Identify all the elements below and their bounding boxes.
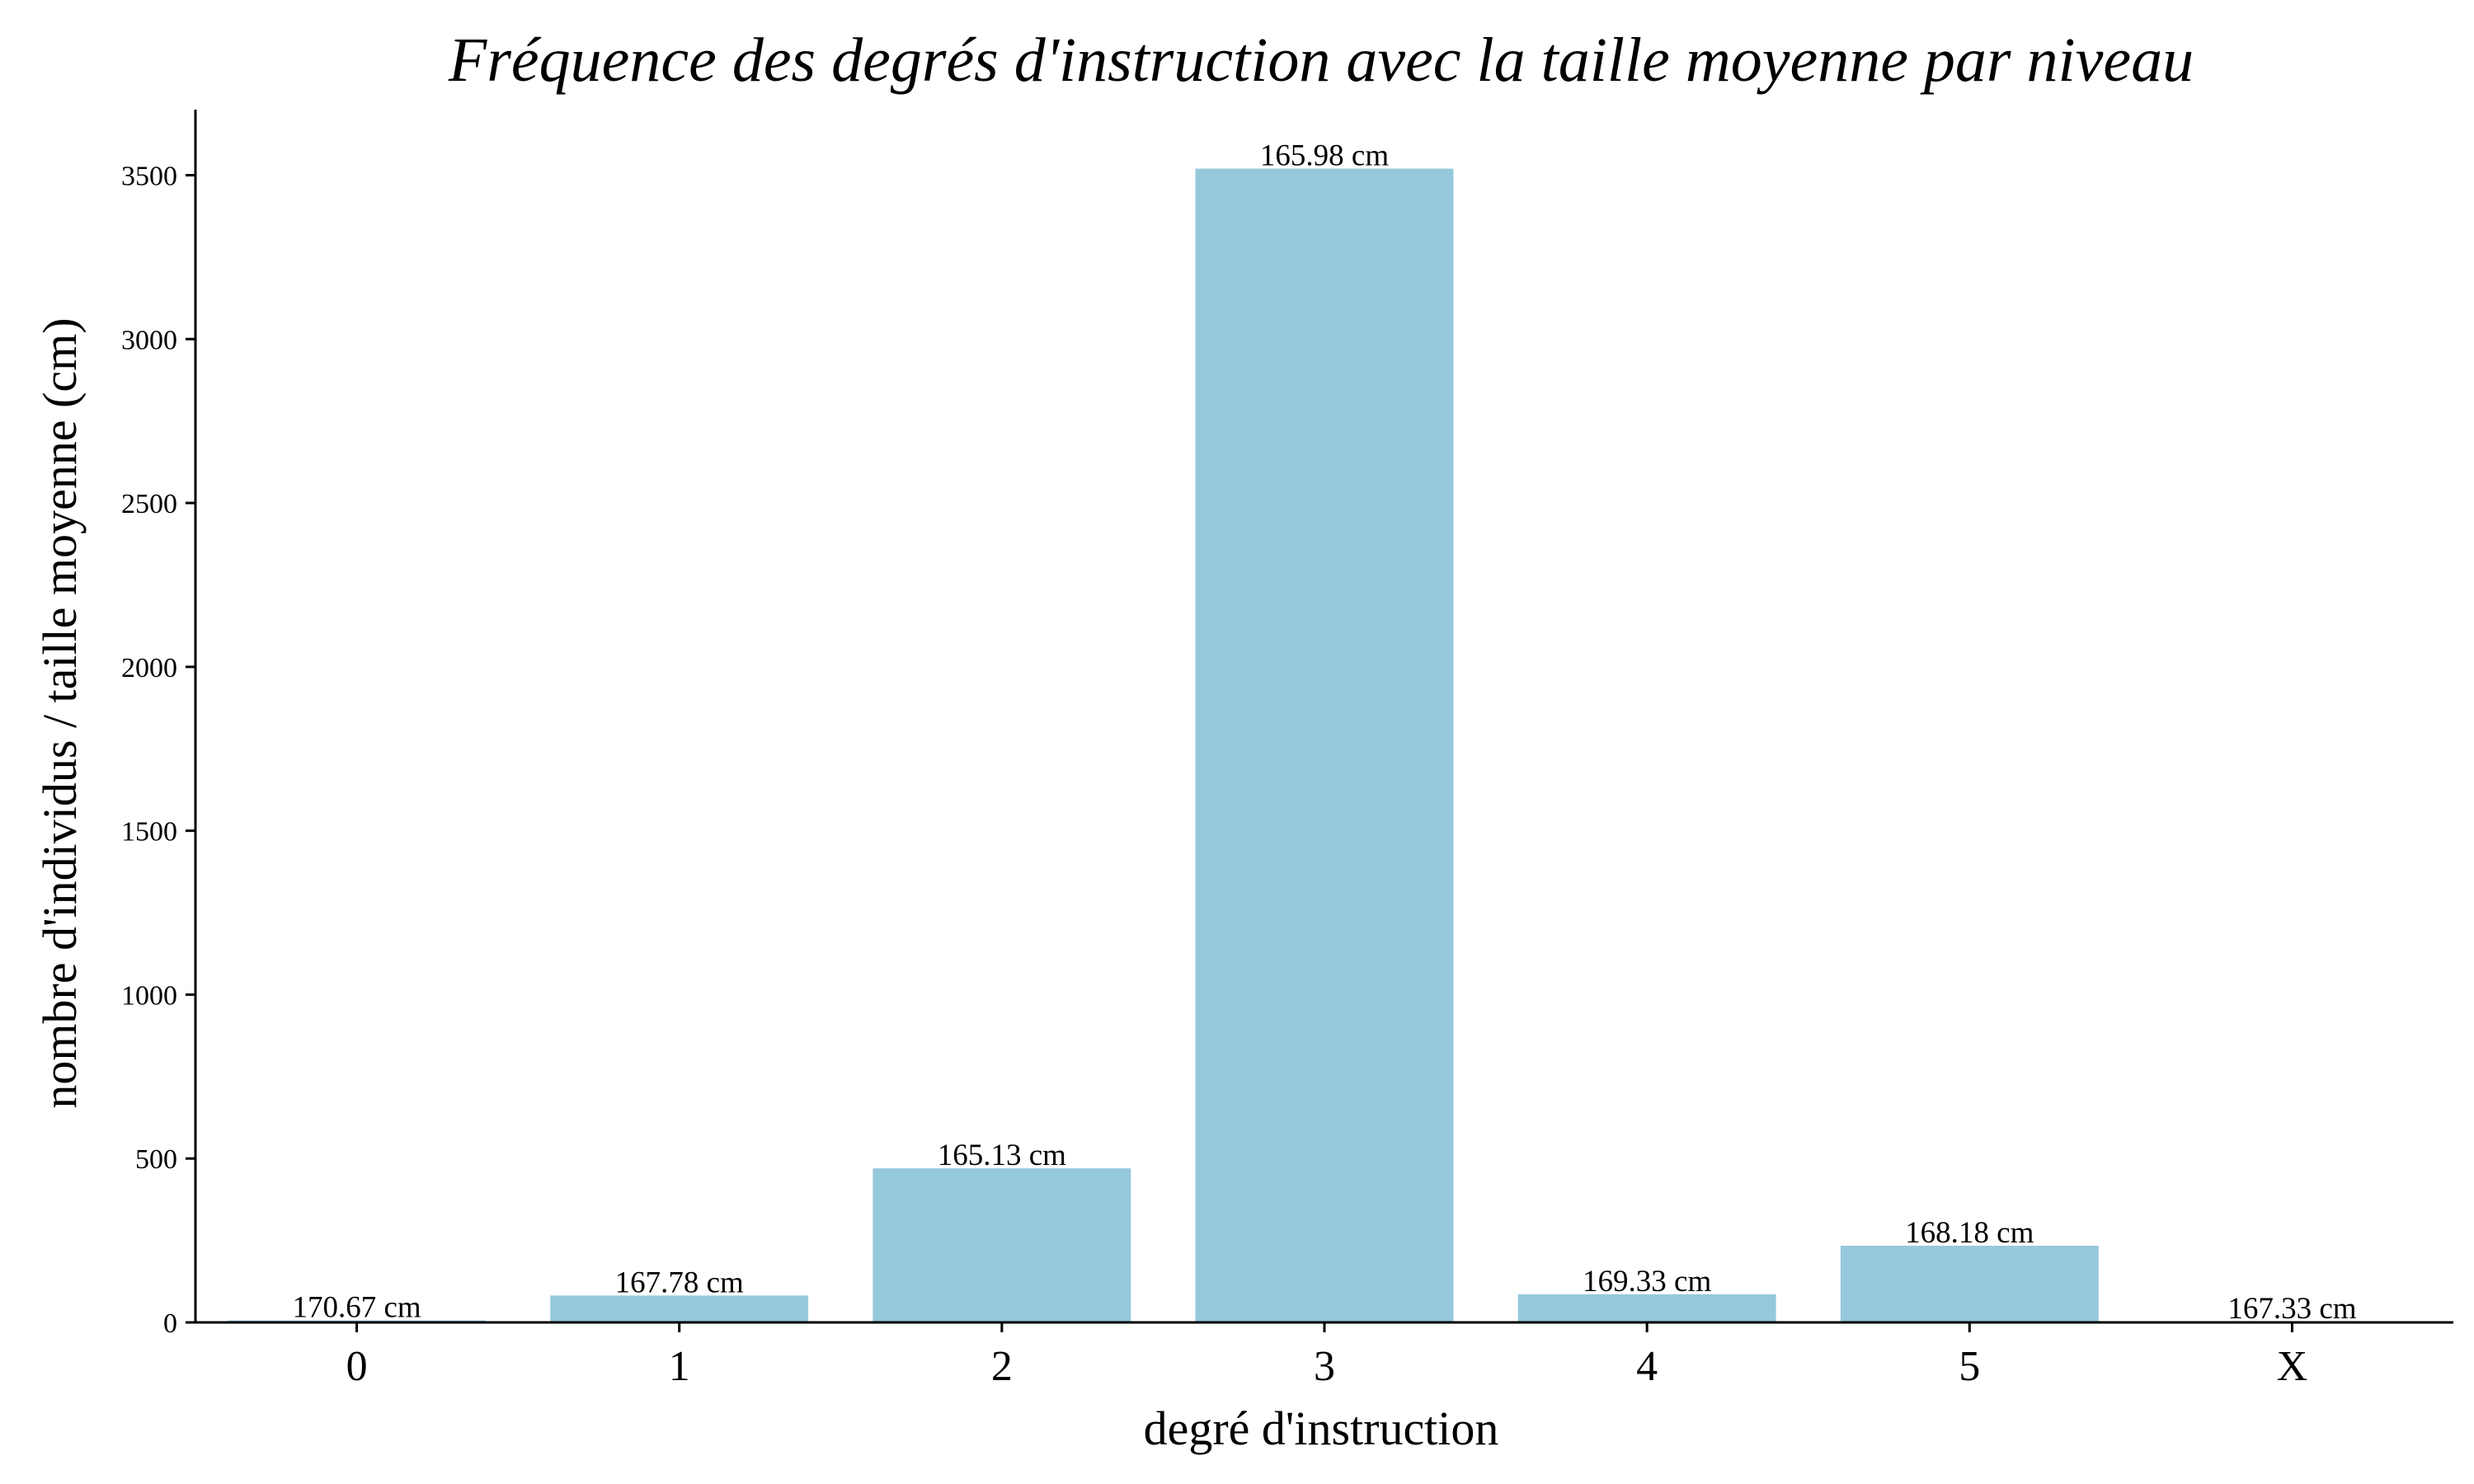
x-tick-label: 0	[346, 1343, 368, 1390]
bar	[872, 1168, 1131, 1322]
y-tick-label: 2000	[121, 653, 177, 683]
y-ticks-group: 0 500 1000 1500 2000 2500 3000 3500	[121, 162, 195, 1339]
bar-value-label: 165.13 cm	[938, 1139, 1066, 1172]
bar-value-label: 167.78 cm	[615, 1266, 744, 1299]
bar-value-label: 167.33 cm	[2227, 1292, 2356, 1326]
bar-value-label: 170.67 cm	[292, 1291, 421, 1325]
x-axis-label: degré d'instruction	[1144, 1402, 1499, 1455]
y-tick-label: 500	[135, 1144, 177, 1175]
y-axis-label: nombre d'individus / taille moyenne (cm)	[33, 317, 87, 1108]
y-tick-label: 1000	[121, 980, 177, 1011]
y-tick-label: 3500	[121, 162, 177, 192]
bar	[550, 1295, 809, 1322]
bar-labels-group: 170.67 cm 167.78 cm 165.13 cm 165.98 cm 169.…	[292, 139, 2356, 1326]
bar-value-label: 169.33 cm	[1583, 1265, 1711, 1298]
x-tick-label: 3	[1314, 1343, 1335, 1390]
y-tick-label: 1500	[121, 817, 177, 848]
x-tick-label: X	[2277, 1343, 2308, 1390]
y-tick-label: 2500	[121, 489, 177, 519]
bar	[1840, 1245, 2099, 1322]
bars-group	[228, 168, 2421, 1323]
x-tick-label: 4	[1636, 1343, 1658, 1390]
chart-title: Fréquence des degrés d'instruction avec …	[448, 26, 2194, 95]
x-tick-label: 2	[991, 1343, 1013, 1390]
x-ticks-group: 0 1 2 3 4 5 X	[346, 1322, 2308, 1390]
bar	[1517, 1294, 1776, 1322]
x-tick-label: 1	[669, 1343, 690, 1390]
y-tick-label: 0	[163, 1308, 177, 1339]
bar-value-label: 165.98 cm	[1260, 139, 1389, 173]
x-tick-label: 5	[1959, 1343, 1980, 1390]
bar-value-label: 168.18 cm	[1905, 1216, 2034, 1250]
y-tick-label: 3000	[121, 325, 177, 355]
bar	[1195, 168, 1454, 1323]
